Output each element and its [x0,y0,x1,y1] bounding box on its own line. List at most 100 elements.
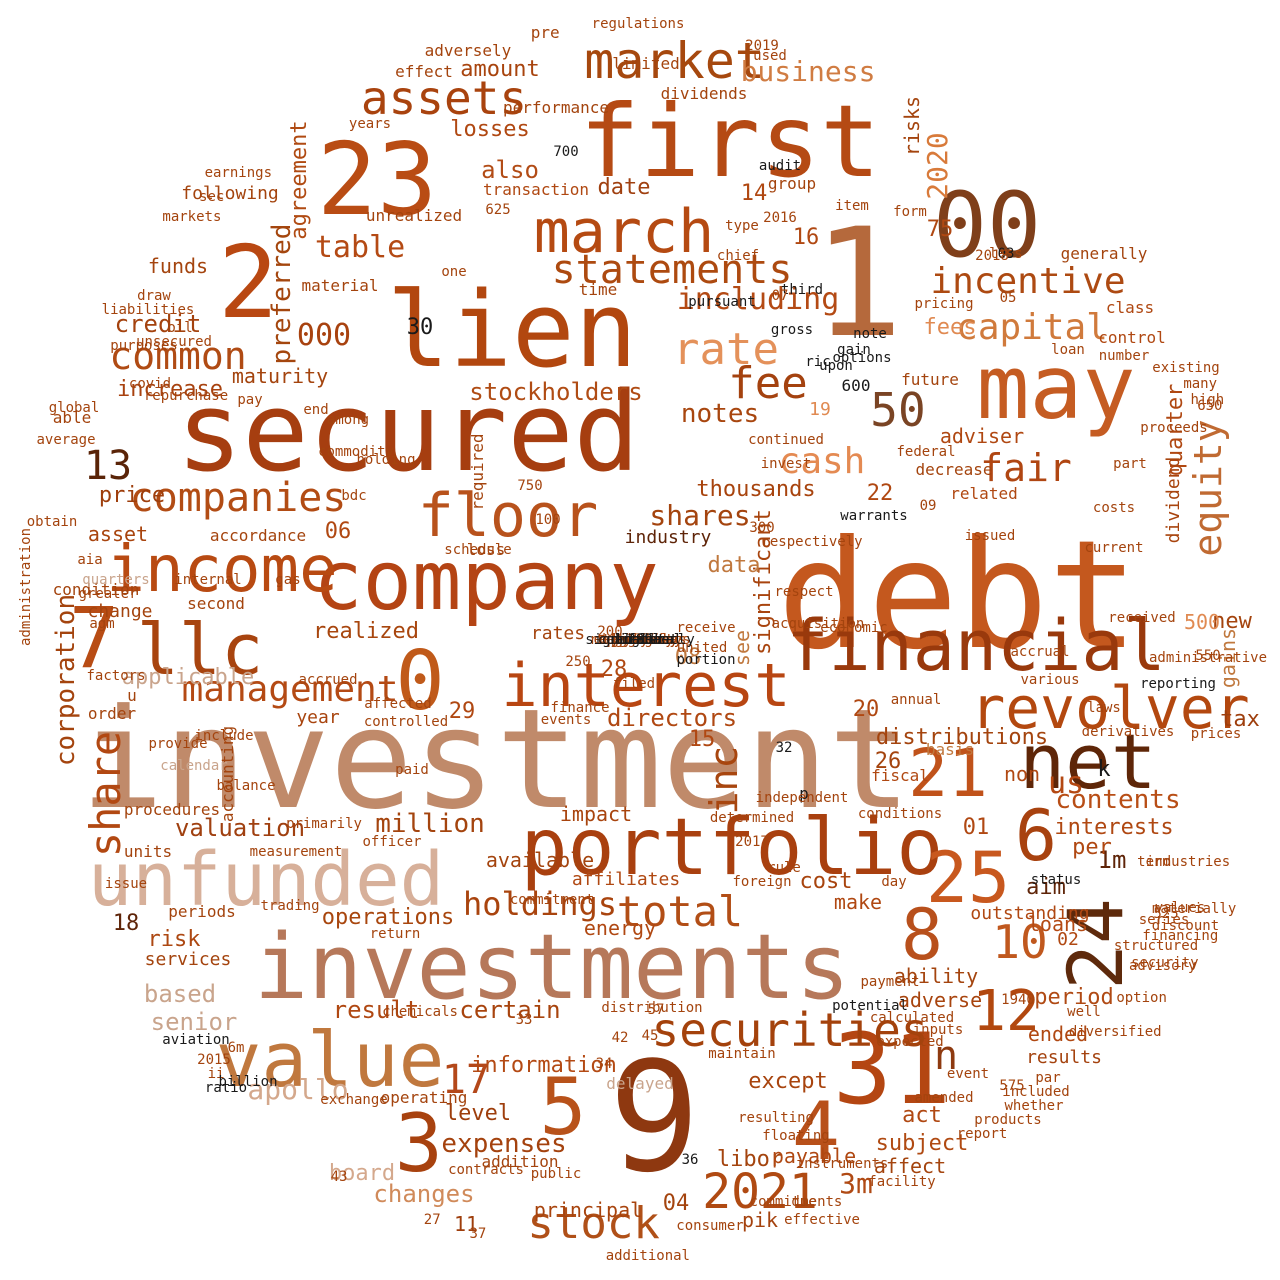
cloud-word: gas [275,572,301,588]
cloud-word: greater [78,586,138,602]
cloud-word: form [893,204,927,220]
cloud-word: received [1108,610,1176,626]
cloud-word: accrual [1010,644,1070,660]
cloud-word: distributions [875,725,1049,750]
cloud-word: series [1138,912,1190,928]
cloud-word: option [1116,989,1167,1006]
cloud-word: august [614,632,666,648]
cloud-word: units [123,842,173,861]
cloud-word: 01 [962,815,990,840]
cloud-word: include [194,728,254,744]
cloud-word: ratio [204,1080,248,1096]
cloud-word: derivatives [1081,724,1175,740]
cloud-word: primarily [286,816,362,832]
cloud-word: billion [218,1074,278,1090]
cloud-word: analysis [606,632,674,648]
cloud-word: tankers [610,632,670,648]
cloud-word: advisory [1128,957,1197,974]
cloud-word: rates [530,623,586,644]
cloud-word: gross [770,322,814,338]
cloud-word: effective [784,1212,860,1228]
cloud-word: date [597,175,651,200]
cloud-word: values [1154,900,1206,916]
cloud-word: 10 [992,915,1048,969]
cloud-word: generally [1060,244,1148,263]
cloud-word: typically [602,632,678,648]
cloud-word: schedule [444,542,512,558]
cloud-word: 06 [324,519,352,544]
cloud-word: risk [147,927,201,952]
cloud-word: subject [875,1131,969,1156]
cloud-word: aim [1026,875,1066,900]
cloud-word: trading [260,898,320,914]
cloud-word: thousands [696,477,816,502]
cloud-word: acquisition [771,616,865,632]
cloud-word: basis [925,740,975,759]
cloud-word: outstanding [970,903,1090,924]
cloud-word: loan [1051,342,1085,358]
cloud-word: expected [876,1034,944,1050]
cloud-word: shares [649,499,751,532]
cloud-word: due [791,1194,817,1210]
cloud-word: obligations [593,632,687,648]
cloud-word: available [485,848,595,872]
cloud-word: quarters [82,572,150,588]
cloud-word: conditions [857,806,943,822]
cloud-word: internal [174,572,242,588]
cloud-word: time [578,280,618,299]
cloud-word: whether [1004,1098,1064,1114]
cloud-word: public [530,1166,582,1182]
cloud-word: durable [610,632,670,648]
cloud-word: data [707,553,761,578]
cloud-word: exchange [320,1092,388,1108]
cloud-word: change [87,601,153,622]
cloud-word: following [181,183,279,204]
cloud-word: act [902,1103,942,1128]
cloud-word: 8 [900,894,944,976]
cloud-word: 13 [83,443,133,489]
cloud-word: day [881,874,907,890]
cloud-word: liabilities [101,302,195,318]
cloud-word: 2019 [745,38,779,54]
cloud-word: return [369,926,421,942]
cloud-word: 50 [870,383,926,437]
cloud-word: equity [1186,419,1230,557]
cloud-word: rate [673,324,779,375]
cloud-word: consumer [676,1218,744,1234]
cloud-word: agreement [287,120,312,240]
cloud-word: invest [760,456,812,472]
cloud-word: able [52,408,92,427]
cloud-word: portfolio [520,803,944,893]
cloud-word: 57 [647,1002,665,1018]
cloud-word: purposes [110,338,178,354]
cloud-word: 200 [597,624,623,640]
cloud-word: regulations [591,16,685,32]
cloud-word: amount [460,57,540,82]
cloud-word: loss [466,540,506,559]
cloud-word: factors [86,668,146,684]
cloud-word: pik [741,1208,779,1232]
cloud-word: within [614,632,666,648]
cloud-word: companies [129,475,347,521]
cloud-word: determined [709,810,795,826]
cloud-word: draw [137,288,171,304]
cloud-word: third [780,282,824,298]
cloud-word: 525 [1153,906,1179,922]
cloud-word: credit [114,310,202,338]
cloud-word: independent [755,790,849,806]
cloud-word: ability [893,964,979,988]
cloud-word: item [835,198,869,214]
cloud-word: 20 [852,697,880,722]
cloud-word: net [1019,717,1157,806]
cloud-word: 00 [932,173,1042,279]
cloud-word: industry [624,527,712,548]
cloud-word: type [725,218,759,234]
cloud-word: 42 [611,1030,629,1046]
cloud-word: status [1030,872,1082,888]
cloud-word: amended [914,1090,974,1106]
cloud-word: asset [87,522,149,546]
cloud-word: commodity [318,444,394,460]
cloud-word: class [1105,298,1155,317]
cloud-word: operating [380,1088,468,1107]
cloud-word: financial [786,605,1166,687]
